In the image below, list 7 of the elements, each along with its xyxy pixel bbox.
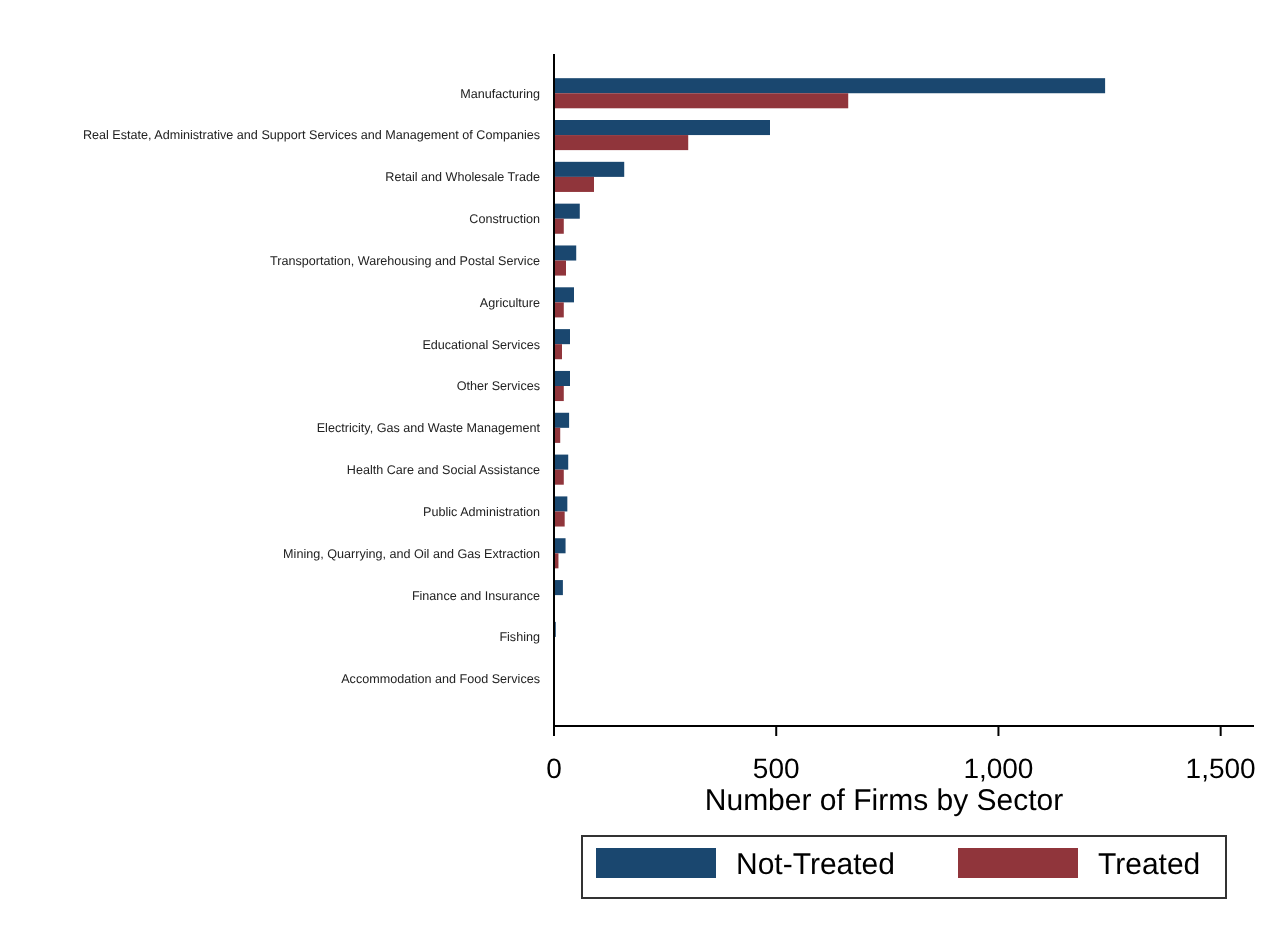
x-tick-label: 1,500	[1185, 752, 1257, 784]
x-axis-title: Number of Firms by Sector	[704, 784, 1064, 818]
x-tick-label: 0	[546, 752, 563, 784]
x-tick-label: 1,000	[963, 752, 1034, 784]
legend-label: Not-Treated	[736, 848, 895, 882]
legend-label: Treated	[1098, 848, 1201, 882]
x-tick-label: 500	[752, 752, 801, 784]
